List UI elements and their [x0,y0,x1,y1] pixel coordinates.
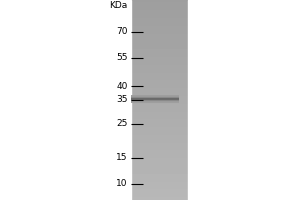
Text: 70: 70 [116,27,128,36]
Text: 15: 15 [116,154,128,162]
Text: 25: 25 [116,119,128,129]
Text: KDa: KDa [109,1,128,10]
Text: 35: 35 [116,96,128,104]
Bar [0,0,130,200]
Text: 55: 55 [116,53,128,62]
Text: 10: 10 [116,180,128,188]
Text: 40: 40 [116,82,128,90]
Bar [188,0,300,200]
